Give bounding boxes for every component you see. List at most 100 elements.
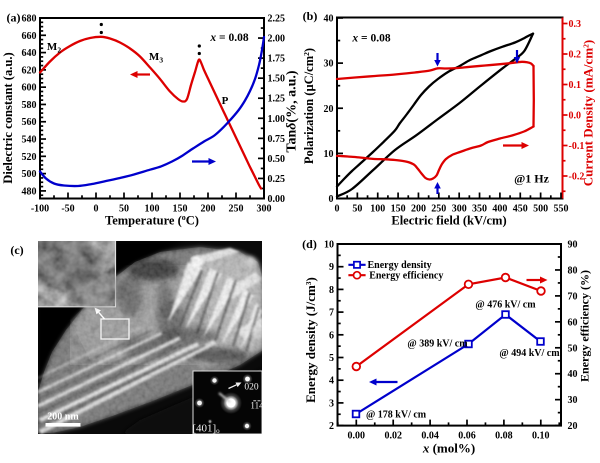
svg-text:x = 0.08: x = 0.08 [209,32,248,44]
svg-text:0.75: 0.75 [268,134,286,145]
svg-text:550: 550 [554,204,569,215]
svg-text:2.00: 2.00 [268,34,286,45]
svg-text:(c): (c) [10,243,23,257]
svg-text:30: 30 [324,59,334,70]
svg-text:-50: -50 [61,204,74,215]
svg-text:5: 5 [329,353,334,364]
svg-text:(b): (b) [303,9,318,23]
svg-text:x = 0.08: x = 0.08 [351,33,390,45]
svg-text:Current Density (mA/cm2): Current Density (mA/cm2) [581,40,596,187]
svg-text:0.00: 0.00 [268,194,286,205]
svg-text:150: 150 [391,204,406,215]
svg-text:1.50: 1.50 [268,74,286,85]
svg-text:Energy efficiency: Energy efficiency [369,271,443,282]
svg-text:0.3: 0.3 [569,19,582,30]
svg-text:-0.1: -0.1 [569,141,585,152]
svg-text:M2: M2 [47,41,61,55]
svg-text:(a): (a) [7,11,21,25]
svg-text:560: 560 [22,117,37,128]
svg-text:250: 250 [431,204,446,215]
svg-text:500: 500 [22,169,37,180]
svg-text:-100: -100 [31,204,49,215]
svg-text:[401]o: [401]o [192,423,220,436]
svg-text:2.25: 2.25 [268,14,286,25]
svg-text:300: 300 [452,204,467,215]
svg-text:@ 476 kV/ cm: @ 476 kV/ cm [475,299,536,310]
svg-text:30: 30 [568,395,578,406]
svg-text:200: 200 [411,204,426,215]
svg-text:0.02: 0.02 [384,431,402,442]
svg-text:Tanδ(%, a.u.): Tanδ(%, a.u.) [285,70,300,152]
svg-text:3: 3 [329,398,334,409]
svg-text:90: 90 [568,240,578,251]
svg-text:0: 0 [329,194,334,205]
svg-text:1.75: 1.75 [268,54,286,65]
svg-text:0.10: 0.10 [532,431,550,442]
svg-text:640: 640 [22,48,37,59]
svg-text:520: 520 [22,152,37,163]
svg-text:114: 114 [250,401,264,411]
svg-text:@ 389 kV/ cm: @ 389 kV/ cm [407,338,468,349]
svg-text:100: 100 [370,204,385,215]
svg-text:9: 9 [329,262,334,273]
svg-text:@ 178 kV/ cm: @ 178 kV/ cm [366,409,427,420]
svg-text:0.04: 0.04 [421,431,439,442]
svg-text:7: 7 [329,308,334,319]
svg-text:20: 20 [568,421,578,432]
svg-text:0: 0 [94,204,99,215]
svg-text:Energy density (J/cm3): Energy density (J/cm3) [303,277,318,403]
svg-text:@ 494 kV/ cm: @ 494 kV/ cm [499,348,560,359]
svg-text:0.06: 0.06 [458,431,476,442]
svg-text:500: 500 [533,204,548,215]
svg-text:8: 8 [329,285,334,296]
svg-text:100: 100 [145,204,160,215]
svg-text:P: P [222,95,229,107]
svg-text:1.00: 1.00 [268,114,286,125]
svg-text:Energy density: Energy density [368,260,432,271]
svg-text:540: 540 [22,135,37,146]
svg-text:480: 480 [22,186,37,197]
svg-text:50: 50 [352,204,362,215]
svg-text:4: 4 [329,376,334,387]
svg-text:Electric field (kV/cm): Electric field (kV/cm) [391,214,506,228]
svg-text:10: 10 [324,240,334,251]
svg-text:1.25: 1.25 [268,94,286,105]
svg-text:(d): (d) [302,237,317,251]
svg-text:450: 450 [513,204,528,215]
svg-text:200: 200 [201,204,216,215]
svg-text:40: 40 [568,369,578,380]
svg-text:580: 580 [22,100,37,111]
svg-text:020: 020 [244,383,259,393]
svg-text:200 nm: 200 nm [47,412,79,423]
svg-text:150: 150 [173,204,188,215]
svg-text:0.50: 0.50 [268,154,286,165]
svg-text:50: 50 [119,204,129,215]
svg-text:80: 80 [568,266,578,277]
svg-text:0: 0 [335,204,340,215]
svg-text:350: 350 [472,204,487,215]
svg-text:Temperature (oC): Temperature (oC) [105,213,199,228]
svg-text:50: 50 [568,343,578,354]
svg-text:660: 660 [22,31,37,42]
svg-text:M3: M3 [149,51,163,65]
svg-text:250: 250 [229,204,244,215]
svg-text:620: 620 [22,65,37,76]
svg-text:600: 600 [22,83,37,94]
svg-text:0.1: 0.1 [569,80,582,91]
svg-text:0.25: 0.25 [268,174,286,185]
svg-text:70: 70 [568,291,578,302]
svg-text:x (mol%): x (mol%) [422,441,475,456]
svg-text:0.08: 0.08 [495,431,513,442]
svg-text:Energy efficiency (%): Energy efficiency (%) [578,270,592,382]
svg-text:60: 60 [568,317,578,328]
svg-text:20: 20 [324,104,334,115]
svg-text:Polarization (µC/cm2): Polarization (µC/cm2) [302,48,316,164]
svg-text:Dielectric constant (a.u.): Dielectric constant (a.u.) [1,52,15,184]
svg-text:300: 300 [257,204,272,215]
svg-text:-0.2: -0.2 [569,172,585,183]
svg-text:400: 400 [492,204,507,215]
svg-text:@1 Hz: @1 Hz [514,172,549,186]
svg-text:680: 680 [22,14,37,25]
svg-text:40: 40 [324,14,334,25]
svg-text:2: 2 [329,421,334,432]
